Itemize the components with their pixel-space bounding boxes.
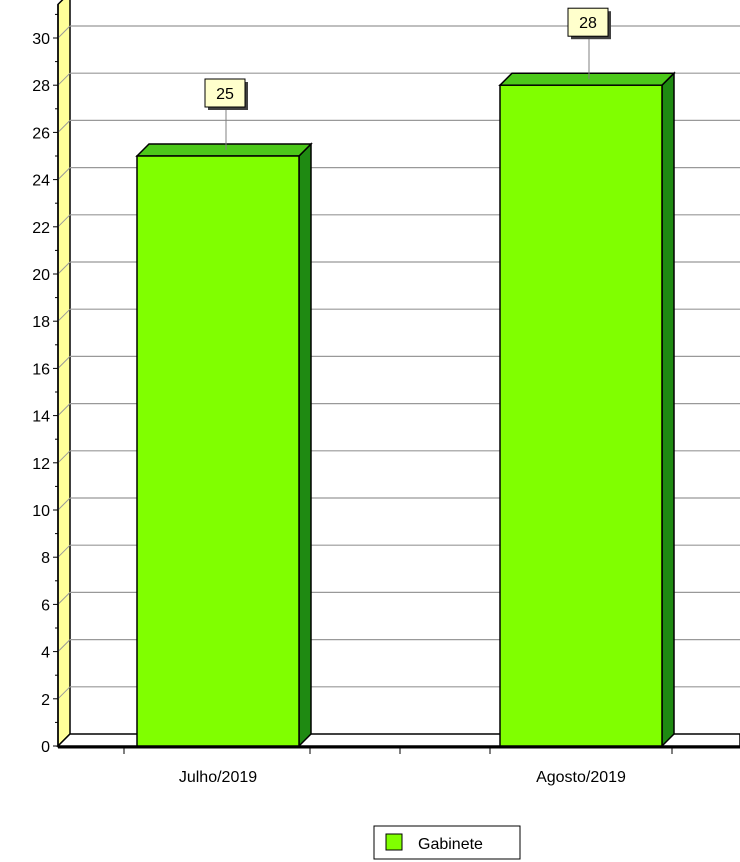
data-labels: 25 28 (204, 7, 611, 150)
y-tick-label: 10 (32, 503, 50, 520)
y-tick-label: 20 (32, 267, 50, 284)
x-tick-label: Julho/2019 (179, 769, 257, 786)
x-tick-label: Agosto/2019 (536, 769, 626, 786)
data-label-box (567, 7, 609, 37)
grid-line-side (57, 167, 71, 180)
grid-line-side (57, 544, 71, 558)
bars (135, 71, 676, 748)
y-tick-label: 6 (41, 597, 50, 614)
bar-side (298, 142, 312, 748)
y-tick-label: 24 (32, 173, 50, 190)
y-tick-label: 2 (41, 692, 50, 709)
bar (136, 155, 300, 747)
bar (499, 84, 663, 747)
legend: Gabinete (373, 825, 521, 860)
grid-line-side (57, 686, 71, 700)
x-axis-labels: Julho/2019 Agosto/2019 (179, 769, 626, 786)
left-wall (57, 0, 71, 748)
grid-line-side (57, 214, 71, 228)
legend-swatch (385, 833, 403, 851)
y-tick-label: 30 (32, 31, 50, 48)
grid-line-side (57, 497, 71, 511)
y-tick-label: 0 (41, 739, 50, 756)
grid-line-side (57, 592, 71, 605)
grid-line-side (57, 639, 71, 652)
grid-line-side (57, 261, 71, 275)
y-tick-label: 12 (32, 456, 50, 473)
bar-side (661, 71, 675, 748)
data-label: 28 (579, 15, 597, 32)
grid-line-side (57, 356, 71, 369)
y-tick-label: 8 (41, 550, 50, 567)
grid-line-side (57, 120, 71, 133)
grid-line-side (57, 72, 71, 86)
bar-top (498, 72, 676, 86)
grid-line-side (57, 25, 71, 39)
y-tick-label: 16 (32, 361, 50, 378)
y-tick-label: 18 (32, 314, 50, 331)
y-tick-label: 14 (32, 409, 50, 426)
y-tick-label: 28 (32, 78, 50, 95)
grid-line-side (57, 308, 71, 322)
legend-label: Gabinete (418, 836, 483, 853)
data-label-box (204, 78, 246, 108)
grid-line-side (57, 450, 71, 464)
data-label: 25 (216, 86, 234, 103)
y-tick-label: 22 (32, 220, 50, 237)
y-tick-label: 26 (32, 125, 50, 142)
bar-top (135, 143, 313, 157)
grid-line-side (57, 403, 71, 416)
y-tick-label: 4 (41, 645, 50, 662)
